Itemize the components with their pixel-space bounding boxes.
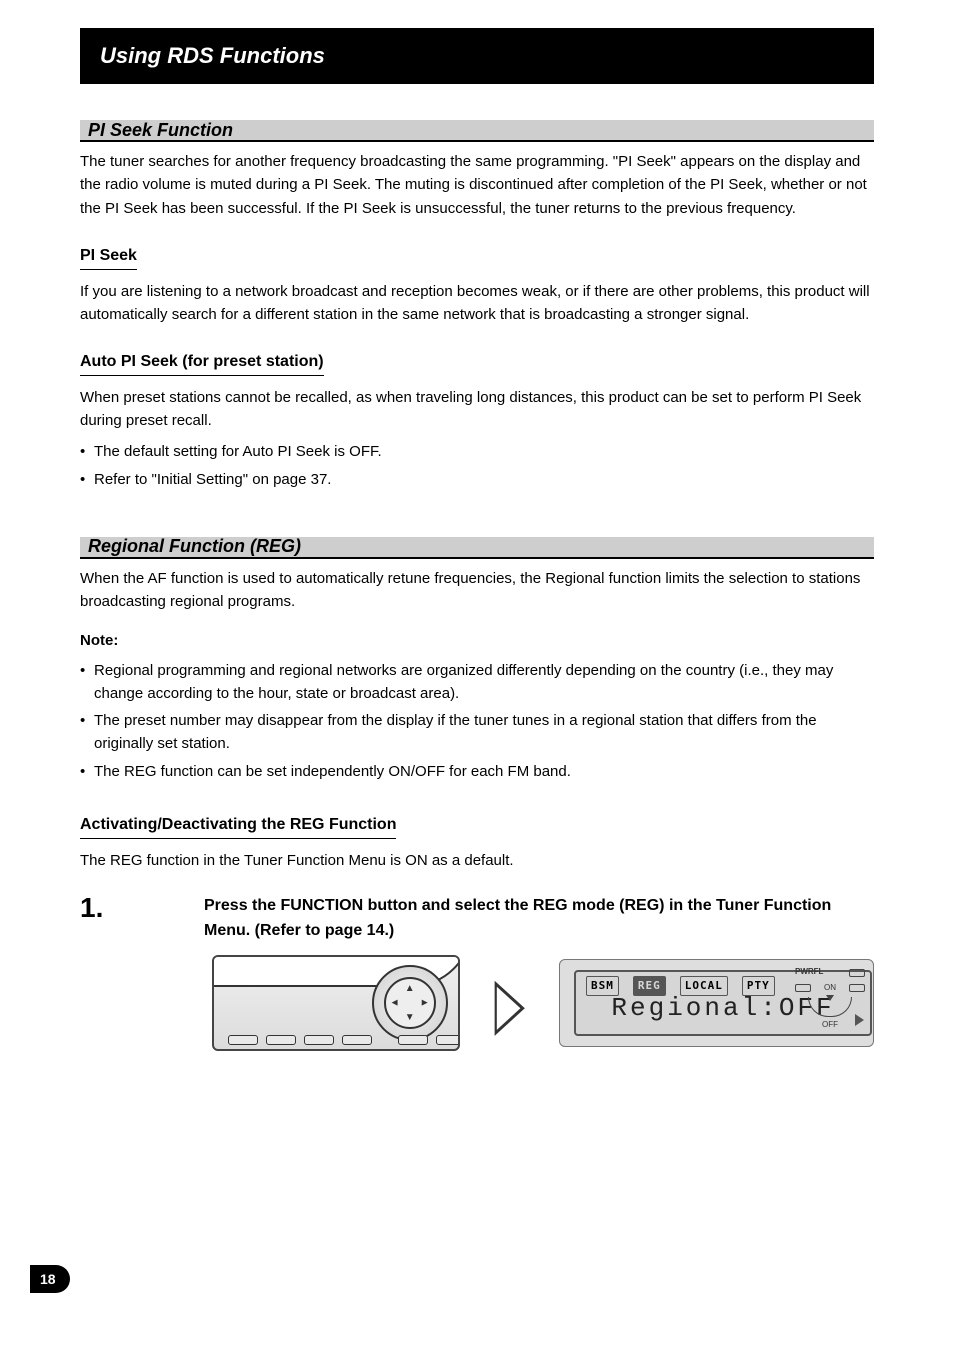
step-1-row: 1. Press the FUNCTION button and select … (80, 894, 874, 944)
preset-buttons (228, 1035, 460, 1045)
pi-seek-bullets: •The default setting for Auto PI Seek is… (80, 440, 874, 491)
reg-sub-caption: The REG function in the Tuner Function M… (80, 849, 874, 872)
arc-indicator-icon (808, 997, 852, 1017)
pi-seek-sub1-title: PI Seek (80, 244, 137, 270)
chevron-right-icon: ▷ (494, 982, 524, 1025)
pi-seek-sub2-body: When preset stations cannot be recalled,… (80, 386, 874, 433)
lcd-panel-illustration: BSM REG LOCAL PTY Regional:OFF PWRFL (559, 959, 874, 1047)
dpad-down-icon: ▼ (405, 1010, 415, 1026)
lcd-side-indicators: PWRFL ON OFF (795, 966, 865, 1031)
section-heading-reg: Regional Function (REG) (80, 537, 874, 559)
reg-notes-list: •Regional programming and regional netwo… (80, 659, 874, 783)
page: Using RDS Functions PI Seek Function The… (0, 0, 954, 1355)
pi-seek-intro: The tuner searches for another frequency… (80, 150, 874, 220)
section-heading-text: PI Seek Function (88, 120, 233, 141)
dpad-left-icon: ◄ (390, 996, 400, 1012)
bullet-text: Refer to "Initial Setting" on page 37. (94, 468, 874, 491)
notes-label: Note: (80, 629, 874, 652)
section-heading-text: Regional Function (REG) (88, 536, 301, 557)
dpad-right-icon: ► (420, 996, 430, 1012)
section-heading-pi-seek: PI Seek Function (80, 120, 874, 142)
device-panel-illustration: ▲ ▼ ◄ ► (212, 955, 460, 1051)
page-number: 18 (40, 1271, 56, 1287)
page-number-badge: 18 (30, 1265, 70, 1293)
off-label: OFF (822, 1019, 838, 1031)
bullet-text: The REG function can be set independentl… (94, 760, 874, 783)
bullet-text: The preset number may disappear from the… (94, 709, 874, 756)
pi-seek-sub2-title: Auto PI Seek (for preset station) (80, 350, 324, 376)
diagram-row: ▲ ▼ ◄ ► ▷ BSM REG (80, 955, 874, 1051)
control-dial: ▲ ▼ ◄ ► (372, 965, 448, 1041)
body-reg: When the AF function is used to automati… (80, 567, 874, 1052)
step-text: Press the FUNCTION button and select the… (204, 894, 874, 944)
on-label: ON (824, 982, 836, 994)
bullet-text: Regional programming and regional networ… (94, 659, 874, 706)
pwrfl-label: PWRFL (795, 966, 823, 978)
dpad: ▲ ▼ ◄ ► (384, 977, 436, 1029)
pi-seek-sub1-body: If you are listening to a network broadc… (80, 280, 874, 327)
chapter-title: Using RDS Functions (100, 43, 325, 69)
step-number: 1. (80, 894, 103, 922)
dpad-up-icon: ▲ (405, 981, 415, 997)
chapter-header-bar: Using RDS Functions (80, 28, 874, 84)
body-pi-seek: The tuner searches for another frequency… (80, 150, 874, 491)
reg-sub-title: Activating/Deactivating the REG Function (80, 813, 396, 839)
bullet-text: The default setting for Auto PI Seek is … (94, 440, 874, 463)
indicator-box-icon (849, 969, 865, 977)
indicator-box-icon (795, 984, 811, 992)
reg-intro: When the AF function is used to automati… (80, 567, 874, 614)
indicator-box-icon (849, 984, 865, 992)
